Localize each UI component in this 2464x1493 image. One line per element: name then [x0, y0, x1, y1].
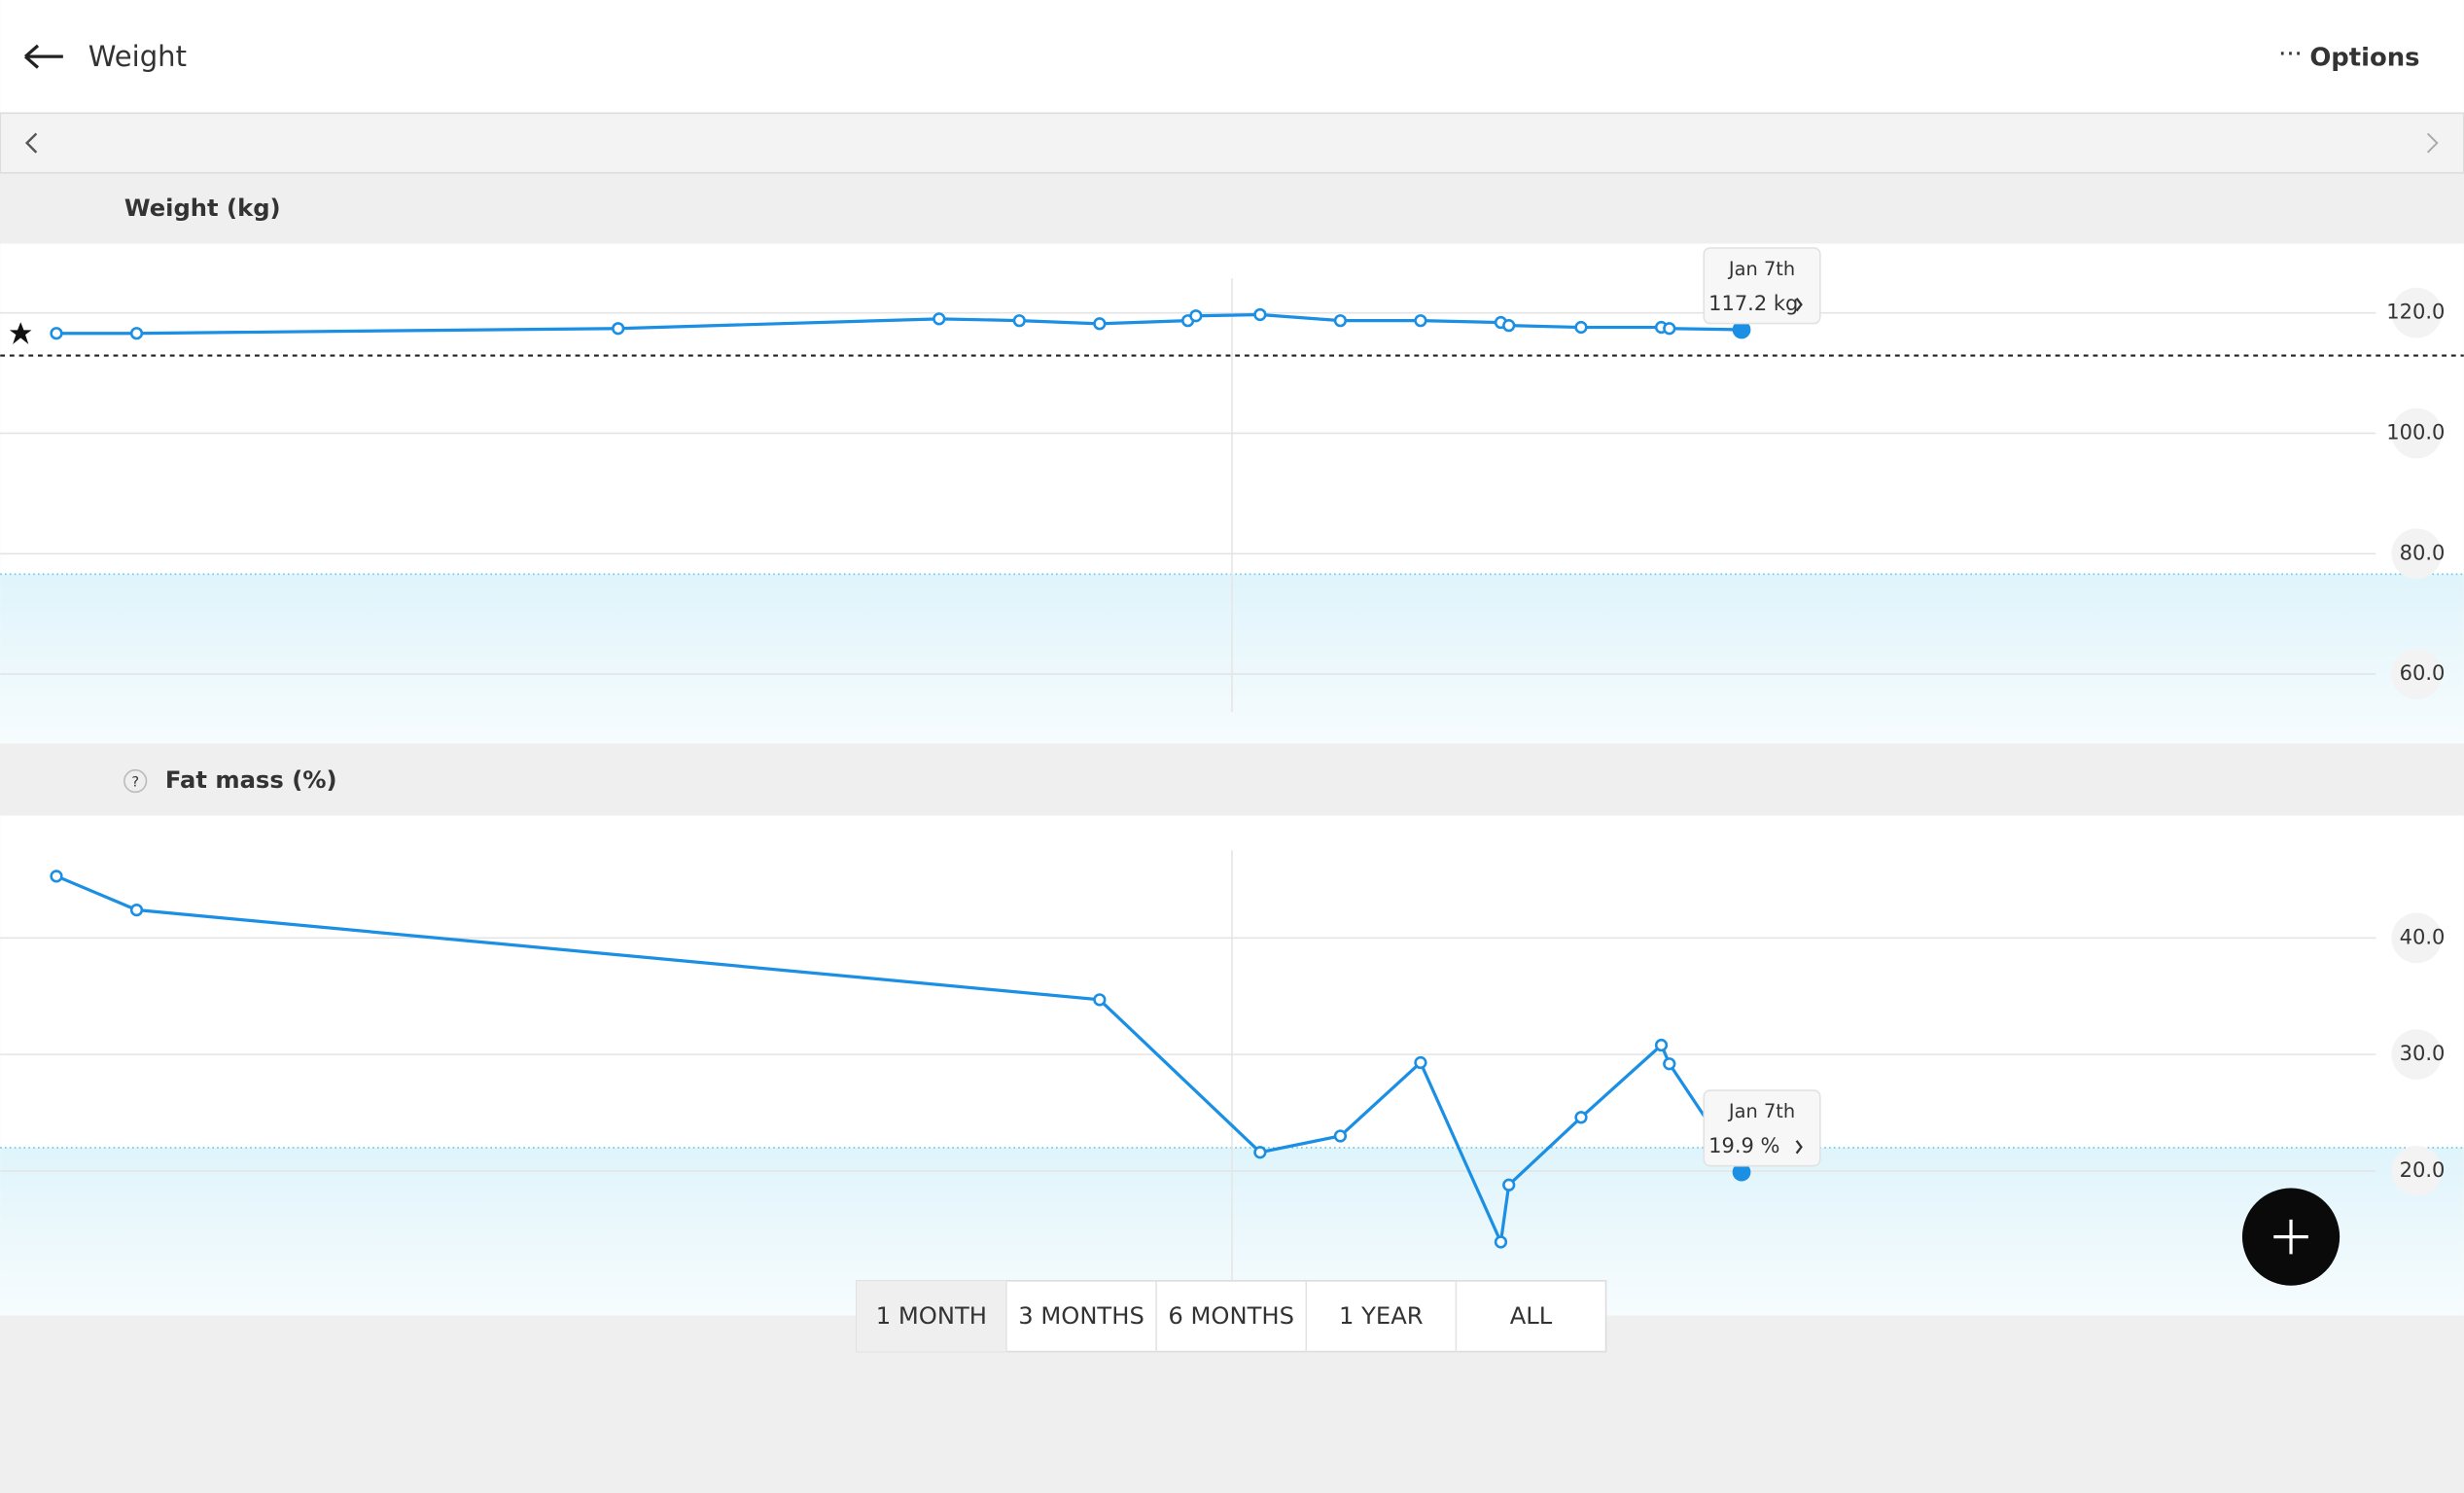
range-button[interactable]: 6 MONTHS	[1168, 1302, 1294, 1330]
data-point[interactable]	[129, 903, 144, 917]
tooltip-value: 19.9 %	[1708, 1134, 1779, 1157]
start-marker	[9, 322, 32, 344]
data-point[interactable]	[1093, 317, 1107, 331]
data-point[interactable]	[1494, 1235, 1508, 1249]
tooltip-value: 117.2 kg	[1708, 292, 1798, 315]
data-point[interactable]	[1253, 1146, 1267, 1159]
top-bar	[0, 0, 2464, 114]
next-button[interactable]	[2426, 132, 2439, 154]
data-point[interactable]	[1654, 1038, 1669, 1052]
range-selected	[856, 1280, 1006, 1352]
tick-label-bg	[2391, 649, 2443, 699]
y-tick-label: 30.0	[2400, 1042, 2446, 1065]
range-button[interactable]: 1 YEAR	[1339, 1302, 1424, 1330]
page-title: Weight	[88, 40, 187, 73]
data-point[interactable]	[1253, 307, 1267, 322]
section-title: Weight (kg)	[124, 195, 281, 222]
tick-label-bg	[2391, 408, 2443, 459]
data-point[interactable]	[1663, 1057, 1676, 1071]
back-button[interactable]	[24, 44, 63, 69]
y-tick-label: 60.0	[2400, 661, 2446, 685]
data-point[interactable]	[50, 870, 63, 883]
data-point[interactable]	[1414, 1055, 1427, 1070]
tooltip-date: Jan 7th	[1728, 258, 1795, 280]
y-tick-label: 80.0	[2400, 541, 2446, 564]
tooltip-chevron	[1795, 1140, 1803, 1155]
tick-label-bg	[2391, 1029, 2443, 1080]
range-button[interactable]: 3 MONTHS	[1018, 1302, 1144, 1330]
data-point[interactable]	[1333, 314, 1348, 328]
data-point[interactable]	[1574, 1111, 1588, 1124]
add-icon	[2273, 1219, 2308, 1255]
data-point[interactable]	[1414, 314, 1427, 328]
tick-label-bg	[2391, 912, 2443, 964]
y-tick-label: 100.0	[2386, 420, 2445, 444]
y-tick-label: 20.0	[2400, 1158, 2446, 1182]
data-point[interactable]	[1189, 309, 1203, 323]
data-point[interactable]	[612, 322, 625, 336]
help-icon-text: ?	[131, 775, 139, 791]
data-point[interactable]	[1502, 1178, 1516, 1191]
data-point[interactable]	[50, 327, 63, 340]
tick-label-bg	[2391, 1146, 2443, 1196]
tooltip-date: Jan 7th	[1728, 1100, 1795, 1122]
tick-label-bg	[2391, 287, 2443, 338]
options-dots: ···	[2278, 40, 2303, 69]
data-point[interactable]	[1574, 320, 1588, 335]
y-tick-label: 120.0	[2386, 301, 2445, 324]
range-button[interactable]: ALL	[1510, 1302, 1553, 1330]
tick-label-bg	[2391, 528, 2443, 580]
prev-button[interactable]	[24, 132, 38, 154]
range-button[interactable]: 1 MONTH	[876, 1302, 987, 1330]
nav-bar	[0, 112, 2464, 174]
data-point[interactable]	[933, 312, 946, 326]
data-point[interactable]	[1333, 1129, 1348, 1143]
tooltip[interactable]	[1703, 247, 1821, 325]
options-button[interactable]: Options	[2309, 43, 2419, 72]
y-tick-label: 40.0	[2400, 925, 2446, 948]
data-point[interactable]	[129, 327, 144, 340]
data-point[interactable]	[1093, 993, 1107, 1007]
help-icon[interactable]	[123, 768, 148, 794]
data-point[interactable]	[1502, 319, 1516, 333]
tooltip[interactable]	[1703, 1089, 1821, 1167]
tooltip-chevron	[1795, 297, 1803, 312]
data-point[interactable]	[1663, 322, 1676, 336]
section-title: Fat mass (%)	[165, 766, 337, 794]
data-point[interactable]	[1012, 314, 1026, 328]
